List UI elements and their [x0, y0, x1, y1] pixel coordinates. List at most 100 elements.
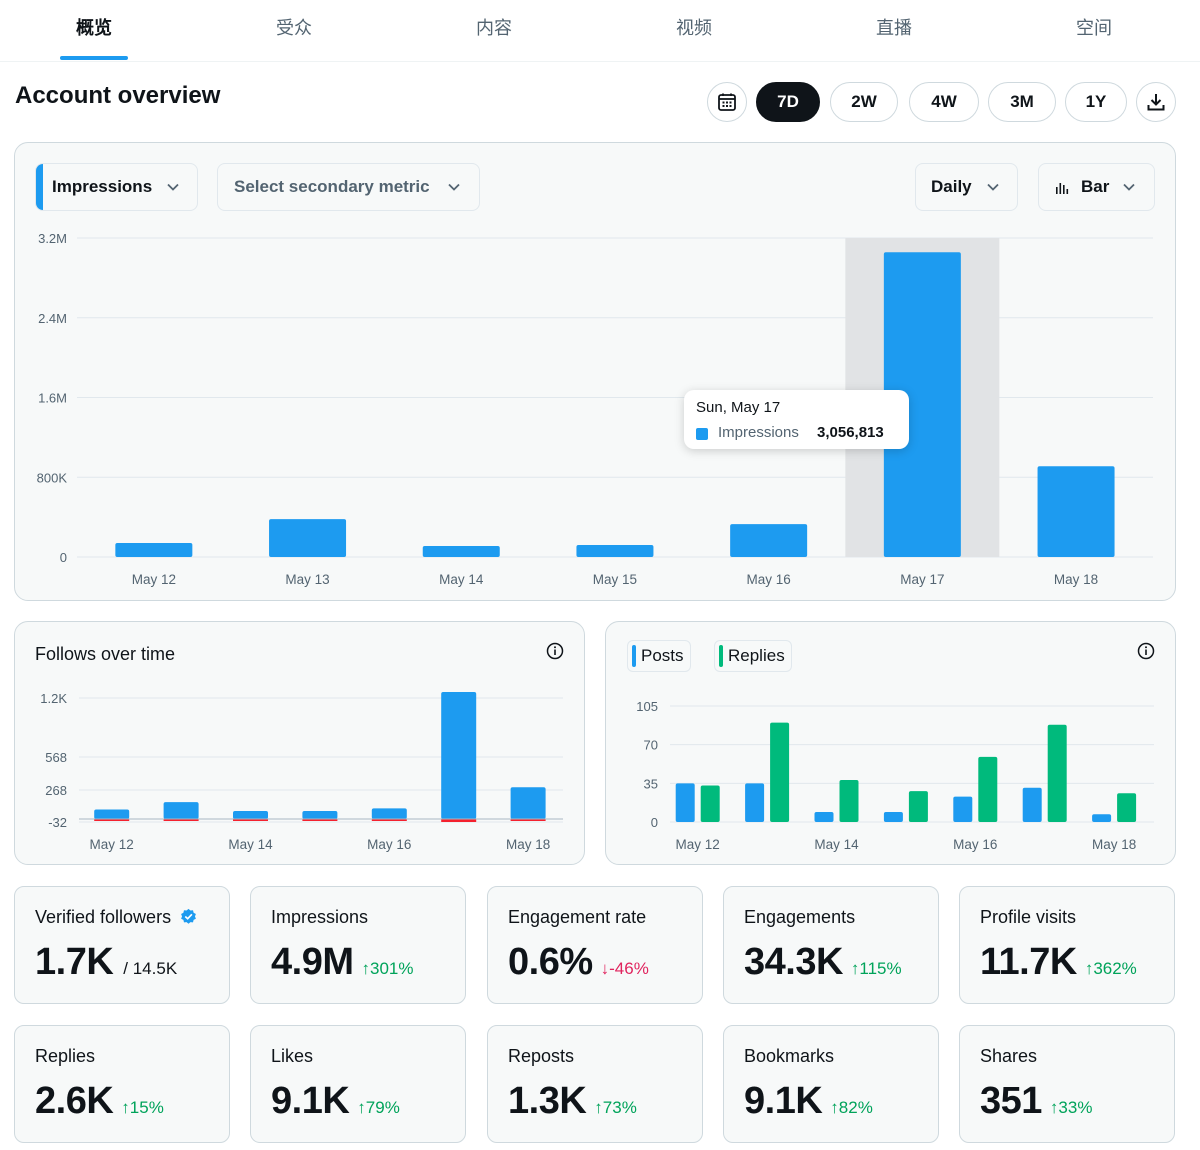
tab-spaces[interactable]: 空间: [1076, 18, 1112, 39]
metric-change: ↑362%: [1084, 959, 1137, 978]
x-tick-label: May 14: [228, 837, 273, 852]
x-tick-label: May 18: [506, 837, 550, 852]
secondary-metric-placeholder: Select secondary metric: [234, 177, 430, 196]
bar-chart-icon: [1056, 183, 1069, 194]
primary-metric-dropdown[interactable]: Impressions: [35, 163, 198, 211]
tab-content[interactable]: 内容: [476, 18, 512, 39]
chevron-down-icon: [987, 183, 999, 191]
metric-value: 351: [980, 1080, 1042, 1122]
secondary-metric-dropdown[interactable]: Select secondary metric: [217, 163, 480, 211]
metric-verified-followers[interactable]: Verified followers 1.7K / 14.5K: [14, 886, 230, 1004]
y-tick-label: 35: [644, 776, 658, 791]
range-7d-button[interactable]: 7D: [756, 82, 820, 122]
chevron-down-icon: [167, 183, 179, 191]
follows-bar: [510, 787, 546, 819]
metric-label-text: Verified followers: [35, 907, 172, 927]
metric-engagement-rate[interactable]: Engagement rate 0.6% ↓-46%: [487, 886, 703, 1004]
y-tick-label: 70: [644, 738, 658, 753]
impressions-bar: [1037, 466, 1115, 557]
calendar-icon: [718, 93, 736, 111]
legend-posts-swatch: [632, 645, 636, 667]
metric-label: Likes: [271, 1046, 314, 1066]
impressions-bar: [576, 545, 654, 557]
metric-engagements[interactable]: Engagements 34.3K ↑115%: [723, 886, 939, 1004]
range-1y-button[interactable]: 1Y: [1065, 82, 1127, 122]
metric-profile-visits[interactable]: Profile visits 11.7K ↑362%: [959, 886, 1175, 1004]
chart-tooltip: Sun, May 17 Impressions 3,056,813: [684, 390, 909, 449]
metric-label: Reposts: [508, 1046, 575, 1066]
y-tick-label: 268: [45, 783, 67, 798]
active-tab-indicator: [60, 56, 128, 60]
metric-label: Verified followers: [35, 907, 197, 928]
replies-bar: [978, 756, 998, 822]
y-tick-label: 0: [651, 815, 658, 830]
x-tick-label: May 12: [676, 837, 720, 852]
granularity-dropdown[interactable]: Daily: [915, 163, 1018, 211]
tab-overview[interactable]: 概览: [76, 18, 112, 39]
chart-type-dropdown[interactable]: Bar: [1038, 163, 1155, 211]
x-tick-label: May 18: [1054, 572, 1098, 587]
posts-bar: [814, 812, 834, 822]
metric-bookmarks[interactable]: Bookmarks 9.1K ↑82%: [723, 1025, 939, 1143]
x-tick-label: May 12: [132, 572, 176, 587]
metric-label: Engagement rate: [508, 907, 647, 927]
verified-badge-icon: [181, 908, 196, 924]
metric-shares[interactable]: Shares 351 ↑33%: [959, 1025, 1175, 1143]
replies-bar: [839, 780, 859, 822]
x-tick-label: May 18: [1092, 837, 1136, 852]
metric-value: 2.6K: [35, 1080, 114, 1122]
metric-total: / 14.5K: [123, 959, 178, 978]
metric-label: Replies: [35, 1046, 96, 1066]
tooltip-date: Sun, May 17: [696, 399, 781, 416]
range-3m-button[interactable]: 3M: [988, 82, 1056, 122]
legend-posts[interactable]: Posts: [627, 640, 691, 672]
download-button[interactable]: [1136, 82, 1176, 122]
tab-live[interactable]: 直播: [876, 18, 912, 39]
replies-bar: [1047, 724, 1067, 822]
replies-bar: [770, 722, 790, 822]
range-4w-button[interactable]: 4W: [909, 82, 979, 122]
x-tick-label: May 13: [285, 572, 329, 587]
y-tick-label: 0: [60, 550, 67, 565]
metric-value: 9.1K: [744, 1080, 823, 1122]
metric-reposts[interactable]: Reposts 1.3K ↑73%: [487, 1025, 703, 1143]
x-tick-label: May 16: [747, 572, 791, 587]
posts-bar: [675, 783, 695, 822]
metric-change: ↑301%: [361, 959, 414, 978]
granularity-label: Daily: [931, 177, 972, 196]
unfollows-bar: [510, 819, 546, 821]
y-tick-label: 800K: [37, 470, 68, 485]
x-tick-label: May 16: [367, 837, 411, 852]
follows-bar: [163, 802, 199, 819]
y-tick-label: 105: [636, 699, 658, 714]
x-tick-label: May 14: [814, 837, 859, 852]
chevron-down-icon: [1123, 183, 1135, 191]
metric-value-row: 11.7K ↑362%: [980, 941, 1137, 984]
follows-bar: [94, 809, 130, 819]
metric-change: ↑79%: [357, 1098, 400, 1117]
chart-type-label: Bar: [1081, 177, 1110, 196]
posts-bar: [1022, 787, 1042, 822]
primary-metric-label: Impressions: [52, 177, 153, 196]
legend-replies[interactable]: Replies: [714, 640, 792, 672]
info-icon[interactable]: [546, 642, 564, 660]
metric-change: ↑115%: [850, 959, 902, 978]
metric-likes[interactable]: Likes 9.1K ↑79%: [250, 1025, 466, 1143]
calendar-button[interactable]: [707, 82, 747, 122]
info-icon[interactable]: [1137, 642, 1155, 660]
posts-bar: [745, 783, 765, 822]
metric-value: 34.3K: [744, 941, 843, 983]
metric-impressions[interactable]: Impressions 4.9M ↑301%: [250, 886, 466, 1004]
metric-value-row: 1.3K ↑73%: [508, 1080, 637, 1123]
tab-audience[interactable]: 受众: [276, 18, 312, 39]
metric-replies[interactable]: Replies 2.6K ↑15%: [14, 1025, 230, 1143]
tab-video[interactable]: 视频: [676, 18, 712, 39]
range-2w-button[interactable]: 2W: [830, 82, 898, 122]
chevron-down-icon: [448, 183, 460, 191]
metric-change: ↑33%: [1049, 1098, 1093, 1117]
tooltip-swatch: [696, 428, 708, 440]
impressions-bar: [883, 252, 961, 557]
primary-metric-accent: [36, 164, 43, 210]
posts-bar: [953, 796, 973, 822]
x-tick-label: May 17: [900, 572, 944, 587]
